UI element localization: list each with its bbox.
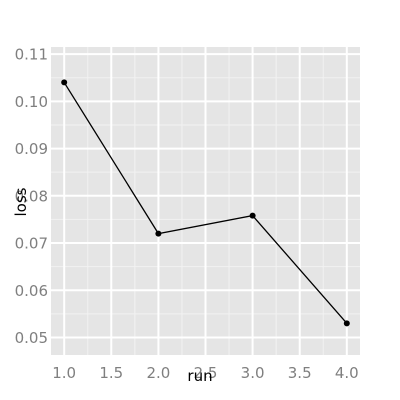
y-tick-label: 0.08: [15, 187, 48, 205]
series-line: [63, 82, 348, 324]
x-axis-title: run: [187, 367, 212, 385]
x-tick-label: 3.5: [288, 364, 312, 382]
y-tick-label: 0.07: [15, 235, 48, 253]
y-tick-label: 0.09: [15, 140, 48, 158]
data-point: [155, 230, 162, 237]
data-point: [249, 212, 256, 219]
x-tick-label: 4.0: [335, 364, 359, 382]
major-gridlines: [51, 47, 360, 355]
series-layer: [61, 79, 350, 327]
y-tick-labels: 0.05 0.06 0.07 0.08 0.09 0.10 0.11: [15, 46, 48, 347]
x-tick-label: 2.0: [146, 364, 170, 382]
x-tick-label: 2.5: [194, 364, 218, 382]
x-tick-labels: 1.0 1.5 2.0 2.5 3.0 3.5 4.0: [52, 364, 358, 382]
data-point: [61, 79, 68, 86]
y-tick-label: 0.11: [15, 46, 48, 64]
x-tick-label: 1.5: [99, 364, 123, 382]
y-tick-label: 0.10: [15, 93, 48, 111]
data-point: [343, 320, 350, 327]
y-tick-label: 0.05: [15, 329, 48, 347]
y-tick-label: 0.06: [15, 282, 48, 300]
x-tick-label: 3.0: [241, 364, 265, 382]
y-axis-title: loss: [12, 187, 30, 216]
x-tick-label: 1.0: [52, 364, 76, 382]
